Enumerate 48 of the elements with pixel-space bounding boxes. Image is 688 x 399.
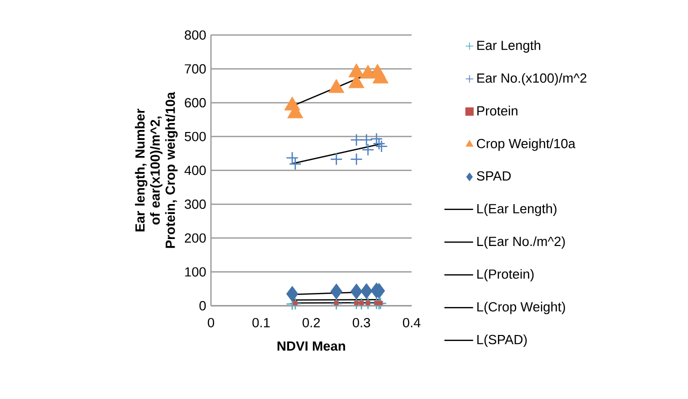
point [366,300,370,306]
y-tick-label: 400 [184,165,206,175]
point [359,300,364,306]
legend-label: Ear Length [477,40,540,52]
y-tick-label: 800 [184,30,206,40]
y-tick-label: 100 [185,266,206,276]
point [330,283,342,300]
x-tick-label: 0.2 [302,318,320,328]
point [334,300,339,306]
x-tick-label: 0 [208,318,214,328]
y-tick-label: 200 [184,233,206,243]
point [348,63,364,78]
point [374,300,379,306]
point [292,300,298,306]
x-axis-title: NDVI Mean [278,341,346,351]
point [372,69,388,84]
point [286,286,298,302]
point [362,143,374,156]
legend-label: Protein [477,106,518,116]
x-tick-label: 0.4 [402,318,420,328]
legend-label: L(SPAD) [477,334,527,347]
point [330,152,343,166]
legend-label: L(Ear Length) [477,203,556,216]
legend-label: L(Ear No./m^2) [477,236,565,248]
y-tick-label: 300 [184,199,206,209]
legend-label: L(Crop Weight) [477,302,566,314]
y-tick-label: 0 [199,300,206,310]
x-tick-label: 0.1 [252,318,270,328]
y-tick-label: 700 [184,64,206,74]
y-tick-label: 600 [184,98,206,108]
point [288,297,302,310]
point [350,133,363,146]
y-tick-label: 500 [184,132,206,142]
y-axis-title: Ear length, Number of ear(x100)/m^2, Protein, Crop weight/10a [134,92,178,248]
legend-label: SPAD [476,171,511,180]
point [372,137,386,150]
point [354,300,359,306]
point [350,283,362,300]
x-tick-label: 0.3 [352,318,370,328]
point [360,283,372,299]
point [330,297,343,310]
legend-label: Ear No.(x100)/m^2 [477,72,586,86]
point [350,152,363,166]
point [378,300,383,306]
legend-label: Crop Weight/10a [476,138,576,151]
legend-label: L(Protein) [477,268,534,282]
point [360,133,373,146]
point [328,78,344,93]
